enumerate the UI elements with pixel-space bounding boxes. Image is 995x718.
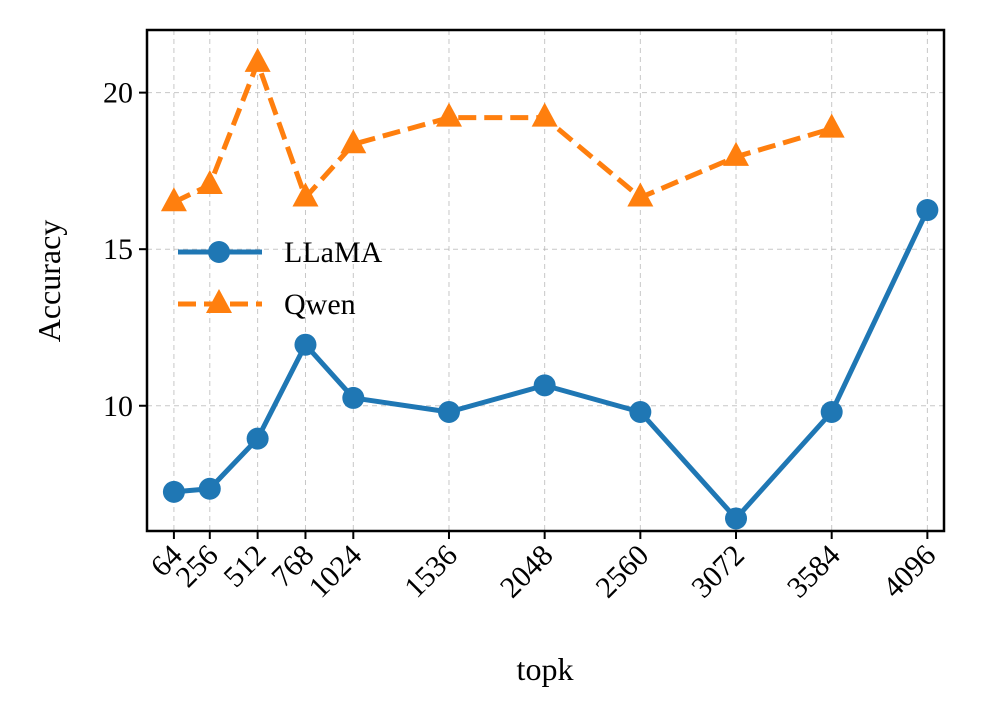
data-point-llama (916, 199, 939, 222)
series-line-qwen (172, 60, 833, 205)
data-point-llama (629, 401, 652, 424)
data-point-llama (246, 427, 269, 450)
data-point-qwen (723, 141, 750, 166)
x-tick-label: 1536 (398, 539, 464, 605)
x-tick-label: 2048 (494, 539, 560, 605)
x-axis-label: topk (517, 651, 574, 687)
legend-qwen-marker (206, 289, 232, 313)
y-tick-label: 10 (103, 390, 133, 423)
data-point-llama (437, 401, 460, 424)
data-point-qwen (818, 113, 845, 138)
y-tick-label: 20 (103, 77, 133, 110)
data-point-llama (342, 386, 365, 409)
x-tick-label: 3072 (685, 539, 751, 605)
data-point-llama (725, 507, 748, 530)
y-axis-label: Accuracy (31, 220, 67, 343)
data-point-qwen (435, 102, 462, 127)
legend-item-qwen: Qwen (178, 288, 356, 321)
x-tick-label: 4096 (877, 539, 943, 605)
data-point-qwen (340, 129, 367, 154)
series-layer (160, 47, 939, 530)
data-point-llama (162, 480, 185, 503)
data-point-qwen (531, 102, 558, 127)
data-point-llama (820, 401, 843, 424)
x-tick-label: 3584 (781, 539, 847, 605)
data-point-qwen (244, 47, 271, 72)
legend-llama-marker (208, 241, 230, 263)
data-point-qwen (160, 187, 187, 212)
legend-llama-label: LLaMA (284, 236, 383, 269)
y-tick-label: 15 (103, 233, 133, 266)
data-point-qwen (292, 182, 319, 207)
data-point-llama (533, 374, 556, 397)
x-tick-label: 1024 (302, 539, 368, 605)
data-point-llama (294, 333, 317, 356)
data-point-qwen (196, 169, 223, 194)
legend: LLaMA Qwen (178, 236, 383, 321)
x-tick-label: 512 (217, 539, 272, 594)
legend-qwen-label: Qwen (284, 288, 356, 321)
x-tick-label: 2560 (590, 539, 656, 605)
legend-item-llama: LLaMA (178, 236, 383, 269)
data-point-llama (198, 477, 221, 500)
x-tick-label: 256 (170, 539, 225, 594)
data-point-qwen (627, 182, 654, 207)
